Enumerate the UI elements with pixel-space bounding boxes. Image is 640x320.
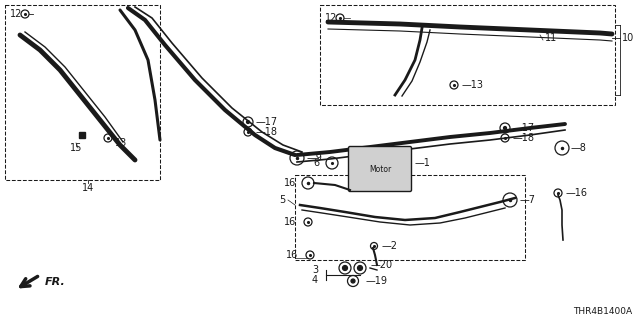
Text: —19: —19: [366, 276, 388, 286]
Circle shape: [358, 266, 362, 270]
Text: 16: 16: [284, 217, 296, 227]
Text: —2: —2: [382, 241, 398, 251]
Text: —18: —18: [513, 133, 535, 143]
Text: —13: —13: [462, 80, 484, 90]
Text: —20: —20: [371, 260, 393, 270]
Text: —8: —8: [571, 143, 587, 153]
Text: —18: —18: [256, 127, 278, 137]
Text: —7: —7: [520, 195, 536, 205]
Circle shape: [342, 266, 348, 270]
Text: 10: 10: [622, 33, 634, 43]
Text: —16: —16: [566, 188, 588, 198]
Text: THR4B1400A: THR4B1400A: [573, 308, 632, 316]
Text: 5: 5: [279, 195, 285, 205]
Bar: [295, 175, 525, 260]
Text: 3: 3: [312, 265, 318, 275]
Text: Motor: Motor: [369, 164, 391, 173]
Text: 16: 16: [285, 250, 298, 260]
Bar: [5, 5, 160, 180]
Text: 4: 4: [312, 275, 318, 285]
Text: 14: 14: [82, 183, 94, 193]
Text: —17: —17: [256, 117, 278, 127]
Circle shape: [246, 121, 250, 124]
Text: FR.: FR.: [45, 277, 66, 287]
FancyBboxPatch shape: [349, 147, 412, 191]
Text: 15: 15: [70, 143, 83, 153]
Text: 12: 12: [10, 9, 22, 19]
Text: 12: 12: [325, 13, 337, 23]
Text: —17: —17: [513, 123, 535, 133]
Text: —1: —1: [415, 158, 431, 168]
Text: 6: 6: [314, 158, 320, 168]
Circle shape: [504, 126, 506, 130]
Text: 13: 13: [115, 138, 127, 148]
Circle shape: [351, 279, 355, 283]
Text: 11: 11: [545, 33, 557, 43]
Text: 16: 16: [284, 178, 296, 188]
Text: —9: —9: [307, 153, 323, 163]
Bar: [320, 5, 615, 105]
